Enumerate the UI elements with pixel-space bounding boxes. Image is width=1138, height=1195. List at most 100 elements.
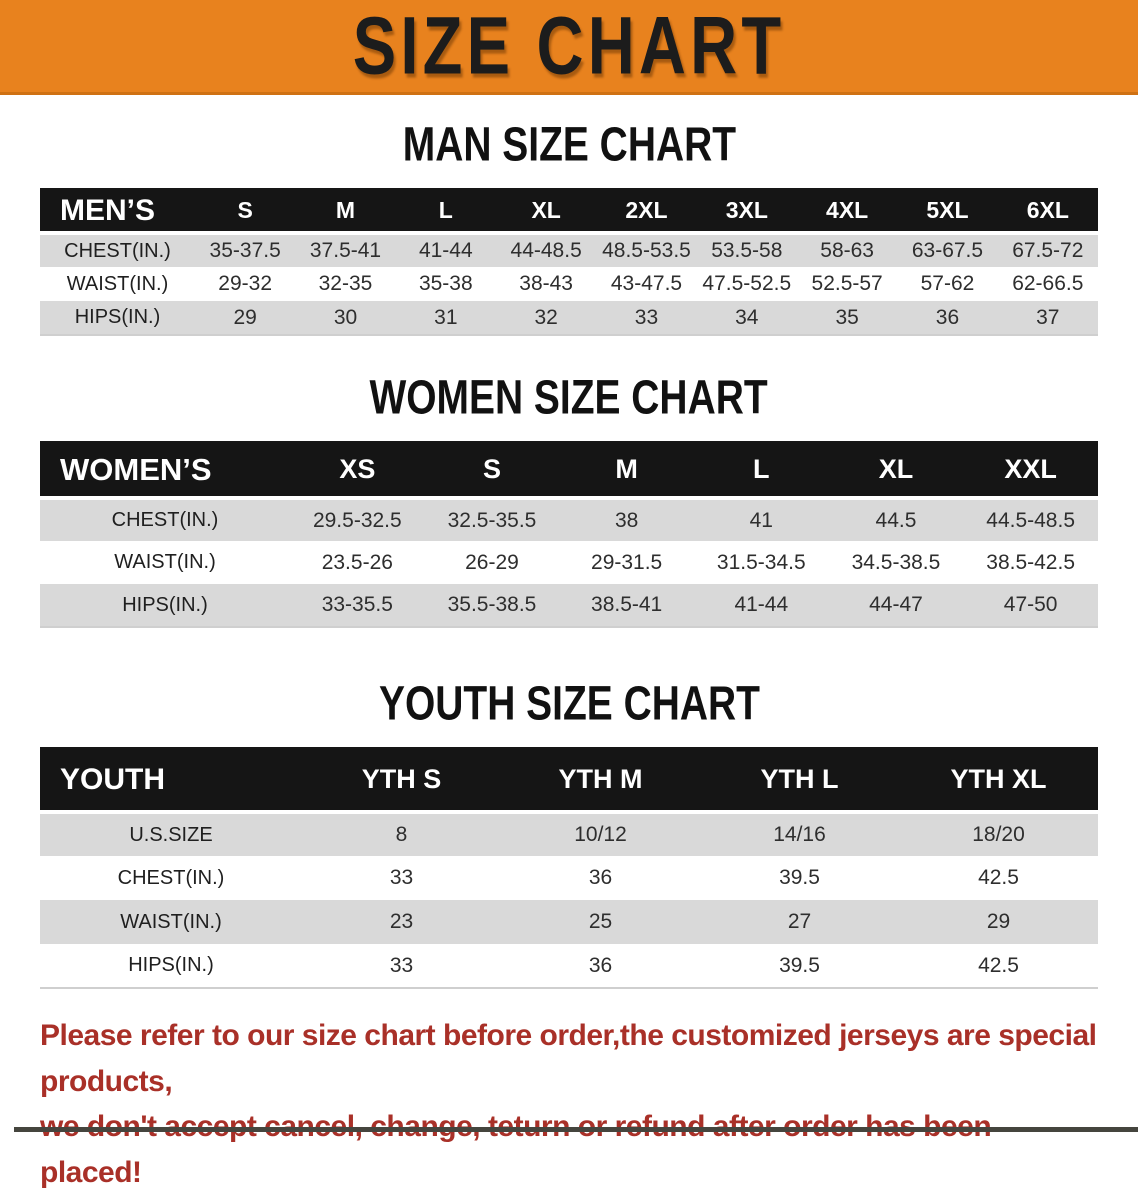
size-value-cell: 23 [302,900,501,944]
size-column-header: L [693,442,829,500]
youth-size-table: YOUTH YTH S YTH M YTH L YTH XL U.S.SIZE … [40,747,1098,989]
table-row: CHEST(IN.) 35-37.5 37.5-41 41-44 44-48.5… [40,233,1098,267]
table-row: WAIST(IN.) 29-32 32-35 35-38 38-43 43-47… [40,267,1098,301]
size-value-cell: 38 [559,498,694,541]
size-value-cell: 38-43 [495,267,597,301]
size-value-cell: 44.5 [828,498,964,541]
size-column-header: YTH M [501,748,700,814]
size-value-cell: 30 [295,301,396,336]
size-value-cell: 32.5-35.5 [424,498,560,541]
women-heading-text: WOMEN SIZE CHART [369,369,769,425]
size-column-header: 4XL [796,189,898,235]
size-chart-banner: SIZE CHART [0,0,1138,95]
size-value-cell: 36 [897,301,998,336]
size-value-cell: 33 [302,856,501,900]
size-value-cell: 33 [596,301,697,336]
size-value-cell: 34 [696,301,797,336]
size-column-header: YTH XL [899,748,1098,814]
table-row: U.S.SIZE 8 10/12 14/16 18/20 [40,812,1098,856]
size-value-cell: 29 [195,301,296,336]
size-value-cell: 63-67.5 [897,233,998,267]
women-section-heading: WOMEN SIZE CHART [0,370,1138,424]
size-value-cell: 62-66.5 [997,267,1098,301]
size-value-cell: 41-44 [395,233,496,267]
size-column-header: 3XL [696,189,797,235]
womens-header-row: WOMEN’S XS S M L XL XXL [40,442,1098,500]
men-section-heading: MAN SIZE CHART [0,117,1138,171]
mens-table-label: MEN’S [40,189,195,235]
size-value-cell: 26-29 [424,541,560,584]
size-value-cell: 47.5-52.5 [696,267,797,301]
table-row: CHEST(IN.) 33 36 39.5 42.5 [40,856,1098,900]
size-value-cell: 29-31.5 [559,541,694,584]
table-row: CHEST(IN.) 29.5-32.5 32.5-35.5 38 41 44.… [40,498,1098,541]
size-value-cell: 44.5-48.5 [963,498,1098,541]
order-disclaimer: Please refer to our size chart before or… [0,1013,1138,1195]
measure-row-label: CHEST(IN.) [40,233,195,267]
size-value-cell: 29 [899,900,1098,944]
size-value-cell: 8 [302,812,501,856]
size-column-header: YTH L [700,748,899,814]
size-value-cell: 31 [395,301,496,336]
size-value-cell: 37.5-41 [295,233,396,267]
size-column-header: M [295,189,396,235]
size-column-header: XL [828,442,964,500]
youth-table-label: YOUTH [40,748,302,814]
size-value-cell: 38.5-42.5 [963,541,1098,584]
size-value-cell: 32 [495,301,597,336]
measure-row-label: WAIST(IN.) [40,267,195,301]
size-value-cell: 43-47.5 [596,267,697,301]
size-column-header: 6XL [997,189,1098,235]
size-value-cell: 57-62 [897,267,998,301]
youth-header-row: YOUTH YTH S YTH M YTH L YTH XL [40,748,1098,814]
size-column-header: 2XL [596,189,697,235]
measure-row-label: WAIST(IN.) [40,900,302,944]
size-value-cell: 33-35.5 [290,584,425,628]
size-value-cell: 25 [501,900,700,944]
table-row: WAIST(IN.) 23.5-26 26-29 29-31.5 31.5-34… [40,541,1098,584]
size-value-cell: 37 [997,301,1098,336]
mens-header-row: MEN’S S M L XL 2XL 3XL 4XL 5XL 6XL [40,189,1098,235]
size-value-cell: 53.5-58 [696,233,797,267]
size-value-cell: 32-35 [295,267,396,301]
size-value-cell: 42.5 [899,944,1098,989]
measure-row-label: CHEST(IN.) [40,856,302,900]
size-column-header: S [195,189,296,235]
youth-heading-text: YOUTH SIZE CHART [378,675,760,731]
size-value-cell: 39.5 [700,856,899,900]
measure-row-label: U.S.SIZE [40,812,302,856]
size-value-cell: 42.5 [899,856,1098,900]
size-column-header: XL [495,189,597,235]
table-row: HIPS(IN.) 33-35.5 35.5-38.5 38.5-41 41-4… [40,584,1098,628]
size-value-cell: 44-47 [828,584,964,628]
womens-size-table: WOMEN’S XS S M L XL XXL CHEST(IN.) 29.5-… [40,441,1098,628]
size-value-cell: 39.5 [700,944,899,989]
measure-row-label: CHEST(IN.) [40,498,290,541]
disclaimer-line-2: we don't accept cancel, change, teturn o… [40,1110,992,1189]
size-column-header: M [559,442,694,500]
size-column-header: XS [290,442,425,500]
size-column-header: S [424,442,560,500]
size-value-cell: 38.5-41 [559,584,694,628]
size-value-cell: 36 [501,944,700,989]
size-value-cell: 34.5-38.5 [828,541,964,584]
measure-row-label: HIPS(IN.) [40,301,195,336]
youth-section-heading: YOUTH SIZE CHART [0,676,1138,730]
size-value-cell: 29.5-32.5 [290,498,425,541]
size-value-cell: 14/16 [700,812,899,856]
size-value-cell: 27 [700,900,899,944]
measure-row-label: HIPS(IN.) [40,584,290,628]
womens-table-label: WOMEN’S [40,442,290,500]
size-value-cell: 23.5-26 [290,541,425,584]
size-value-cell: 29-32 [195,267,296,301]
size-value-cell: 41 [693,498,829,541]
size-value-cell: 47-50 [963,584,1098,628]
size-value-cell: 44-48.5 [495,233,597,267]
table-row: HIPS(IN.) 29 30 31 32 33 34 35 36 37 [40,301,1098,336]
size-value-cell: 48.5-53.5 [596,233,697,267]
men-heading-text: MAN SIZE CHART [402,116,736,172]
table-row: WAIST(IN.) 23 25 27 29 [40,900,1098,944]
size-column-header: L [395,189,496,235]
size-value-cell: 31.5-34.5 [693,541,829,584]
mens-size-table: MEN’S S M L XL 2XL 3XL 4XL 5XL 6XL CHEST… [40,188,1098,336]
